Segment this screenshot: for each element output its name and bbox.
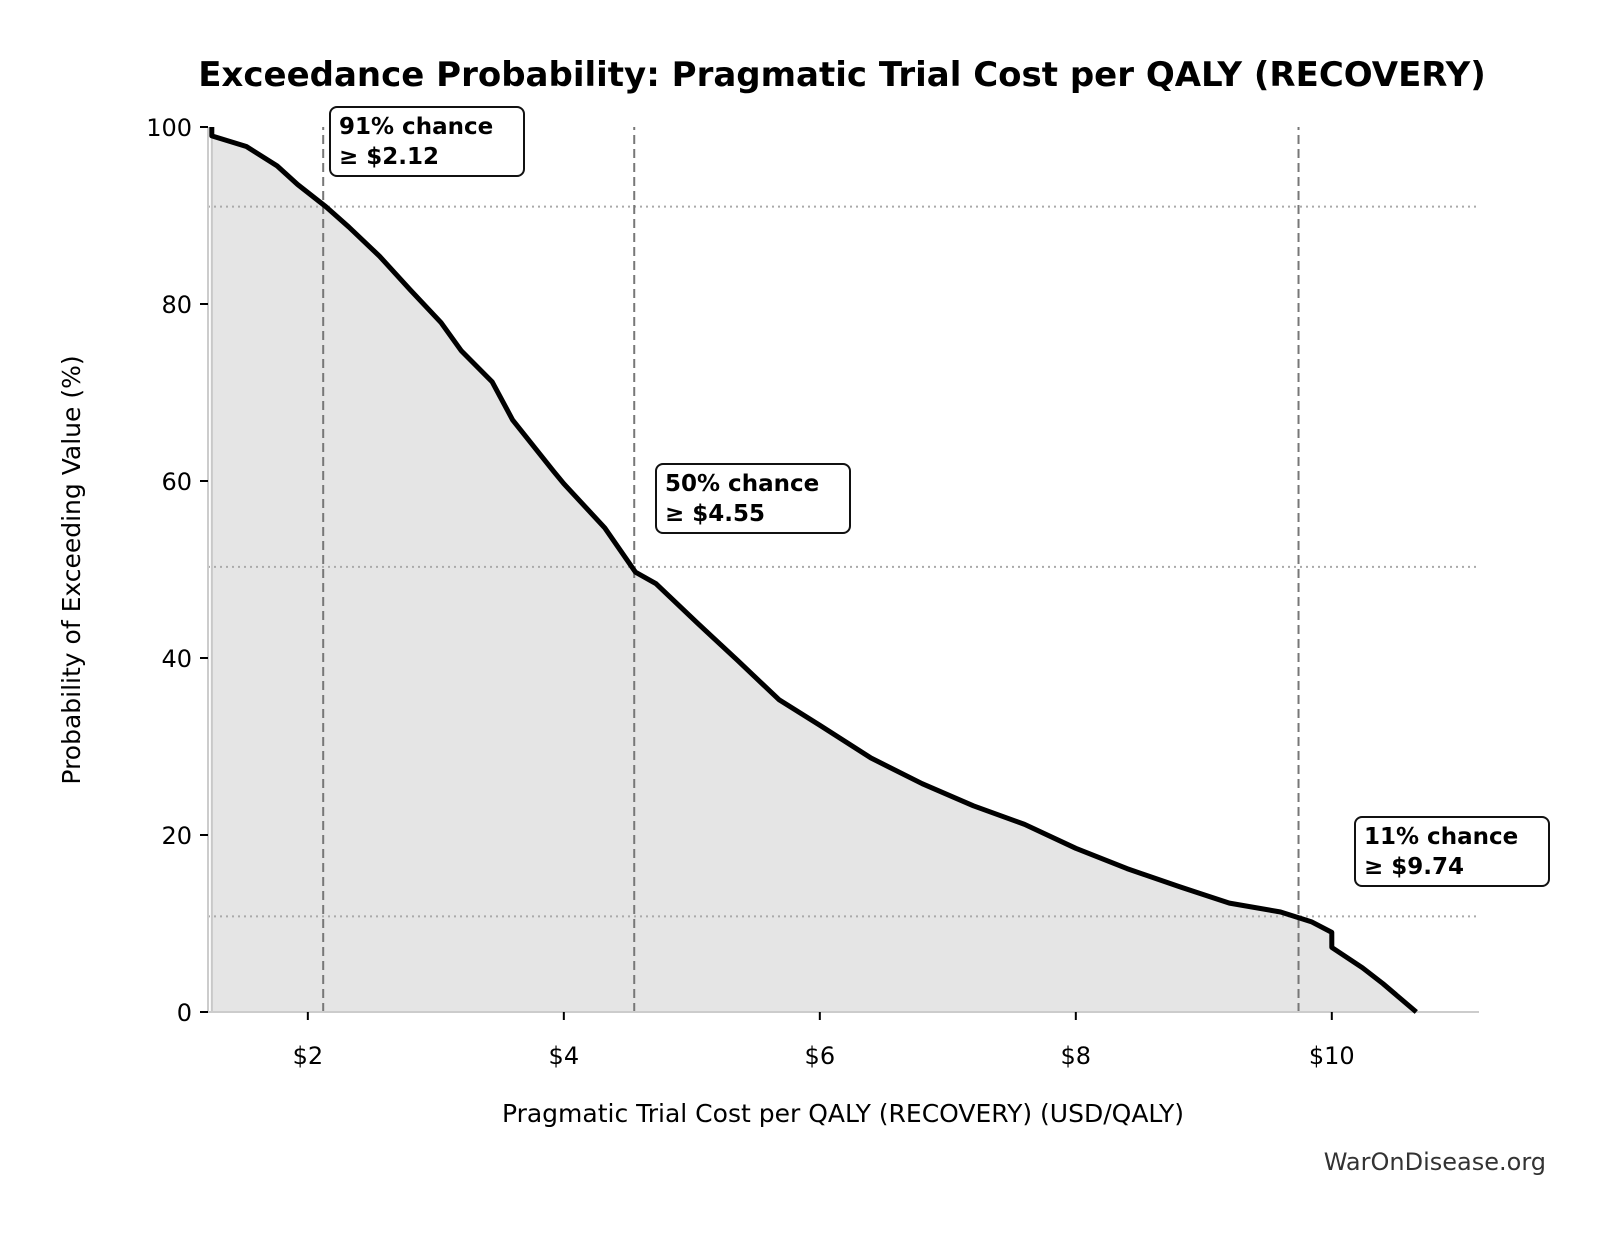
x-axis-label: Pragmatic Trial Cost per QALY (RECOVERY)… xyxy=(502,1099,1184,1128)
x-tick-label: $6 xyxy=(805,1042,836,1070)
annotation-box xyxy=(1354,816,1550,887)
annotation-line1: 11% chance xyxy=(1364,824,1518,850)
annotation-box xyxy=(329,106,525,177)
y-tick-label: 0 xyxy=(177,999,192,1027)
annotation-line2: ≥ $2.12 xyxy=(339,144,439,170)
annotation-box xyxy=(655,463,851,534)
x-tick-label: $8 xyxy=(1061,1042,1092,1070)
area-fill xyxy=(211,127,1417,1012)
annotation-line1: 91% chance xyxy=(339,114,493,140)
x-tick-label: $2 xyxy=(293,1042,324,1070)
annotation-line2: ≥ $4.55 xyxy=(665,501,765,527)
y-tick-label: 40 xyxy=(161,645,192,673)
y-tick-label: 60 xyxy=(161,468,192,496)
annotation-line1: 50% chance xyxy=(665,471,819,497)
annotation-line2: ≥ $9.74 xyxy=(1364,854,1464,880)
y-tick-label: 80 xyxy=(161,291,192,319)
x-tick-label: $4 xyxy=(549,1042,580,1070)
y-axis-label: Probability of Exceeding Value (%) xyxy=(57,355,86,784)
exceedance-curve xyxy=(209,127,1418,1014)
x-tick-label: $10 xyxy=(1309,1042,1355,1070)
plot-area: $2 $4 $6 $8 $10 0 20 40 60 80 100 91% chance ≥ $2.12… xyxy=(146,106,1550,1070)
chart-title: Exceedance Probability: Pragmatic Trial … xyxy=(198,55,1486,95)
y-tick-label: 100 xyxy=(146,114,192,142)
y-tick-label: 20 xyxy=(161,822,192,850)
watermark: WarOnDisease.org xyxy=(1324,1148,1546,1176)
